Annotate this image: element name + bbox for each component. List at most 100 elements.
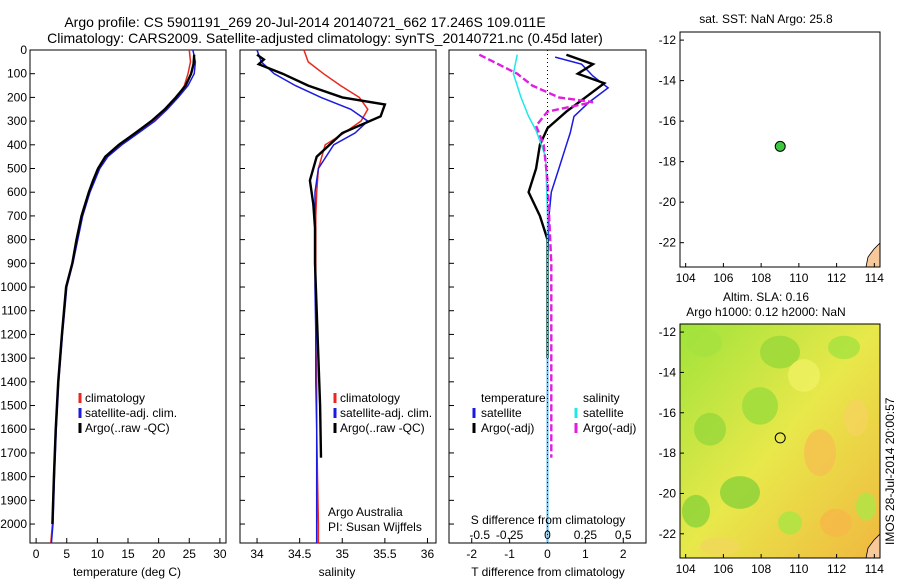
- sla_map-xtick-label: 110: [789, 562, 808, 576]
- difference-xtick-label: -2: [466, 547, 477, 561]
- salinity-xtick-label: 35: [336, 547, 350, 561]
- temperature-ytick-label: 500: [7, 162, 27, 176]
- sla-heatmap-cell: [720, 476, 760, 509]
- salinity-series-line: [256, 49, 369, 543]
- salinity-xtick-label: 34: [250, 547, 264, 561]
- temperature-series-line: [50, 49, 197, 544]
- temperature-ytick-label: 400: [7, 138, 27, 152]
- sst_map-xtick-label: 104: [676, 271, 696, 285]
- salinity-series-line: [303, 49, 369, 543]
- salinity-legend-label: satellite-adj. clim.: [340, 406, 432, 420]
- temperature-ytick-label: 1400: [0, 375, 27, 389]
- difference-top-tick-label: -0.5: [469, 528, 490, 542]
- sst_map-ytick-label: -22: [659, 236, 677, 250]
- temperature-ytick-label: 900: [7, 256, 27, 270]
- temperature-xlabel: temperature (deg C): [73, 565, 181, 579]
- sst_map-ytick-label: -16: [659, 114, 677, 128]
- difference-xtick-label: -1: [504, 547, 515, 561]
- title-line-2: Climatology: CARS2009. Satellite-adjuste…: [47, 30, 603, 46]
- sla-map-panel: 104 106 108 110 112 114 -12 -14 -16 -18 -20 -22: [659, 323, 884, 576]
- difference-top-tick-label: 0.5: [615, 528, 632, 542]
- sst_map-xtick-label: 114: [865, 271, 884, 285]
- difference-legend-label: Argo(-adj): [583, 421, 636, 435]
- sla_map-ytick-label: -12: [659, 325, 677, 339]
- difference-legend-label: satellite: [583, 406, 624, 420]
- sla-heatmap-cell: [700, 536, 740, 556]
- sla_map-xtick-label: 104: [676, 562, 696, 576]
- sla_map-ytick-label: -18: [659, 446, 677, 460]
- temperature-ytick-label: 200: [7, 90, 27, 104]
- difference-series-line: [512, 54, 549, 543]
- salinity-xtick-label: 35.5: [373, 547, 397, 561]
- temperature-series-line: [51, 54, 196, 525]
- sla_map-ytick-label: -14: [659, 365, 677, 379]
- sla-heatmap-cell: [686, 328, 722, 357]
- sst_map-xtick-label: 110: [789, 271, 808, 285]
- sla-map-title-1: Altim. SLA: 0.16: [723, 290, 809, 304]
- sla_map-xtick-label: 108: [751, 562, 771, 576]
- temperature-xtick-label: 20: [152, 547, 166, 561]
- sla-map-title-2: Argo h1000: 0.12 h2000: NaN: [686, 305, 845, 319]
- temperature-ytick-label: 1900: [0, 493, 27, 507]
- sla-heatmap-cell: [820, 508, 852, 537]
- sst_map-ytick-label: -12: [659, 33, 677, 47]
- sla_map-frame: [679, 323, 881, 559]
- salinity-xlabel: salinity: [319, 565, 356, 579]
- sla_map-xtick-label: 114: [865, 562, 884, 576]
- sst_map-xtick-label: 108: [751, 271, 771, 285]
- difference-series-line: [546, 56, 610, 543]
- sla-heatmap-cell: [804, 429, 836, 477]
- sla-heatmap-cell: [778, 511, 802, 535]
- temperature-ytick-label: 1000: [0, 280, 27, 294]
- sla-heatmap-cell: [856, 492, 876, 521]
- difference-series-line: [527, 53, 607, 359]
- difference-xlabel-top: S difference from climatology: [471, 513, 626, 527]
- temperature-ytick-label: 1500: [0, 399, 27, 413]
- temperature-xtick-label: 10: [91, 547, 105, 561]
- difference-legend-label: satellite: [481, 406, 522, 420]
- difference-xtick-label: 1: [582, 547, 589, 561]
- sla-heatmap-cell: [828, 335, 860, 360]
- sla_map-ytick-label: -20: [659, 486, 677, 500]
- sst_map-ytick-label: -20: [659, 195, 677, 209]
- sla_map-xtick-label: 112: [827, 562, 846, 576]
- temperature-xtick-label: 0: [33, 547, 40, 561]
- title-line-1: Argo profile: CS 5901191_269 20-Jul-2014…: [64, 14, 545, 30]
- difference-legend-label: Argo(-adj): [481, 421, 534, 435]
- temperature-ytick-label: 0: [20, 43, 27, 57]
- temperature-frame: [29, 49, 227, 544]
- temperature-legend-label: satellite-adj. clim.: [85, 406, 177, 420]
- salinity-legend-label: climatology: [340, 391, 400, 405]
- temperature-ytick-label: 1800: [0, 470, 27, 484]
- sla-heatmap-cell: [694, 412, 726, 446]
- salinity-frame: [239, 49, 437, 544]
- salinity-legend-label: Argo(..raw -QC): [340, 421, 425, 435]
- credit-line-2: PI: Susan Wijffels: [328, 520, 422, 534]
- temperature-ytick-label: 1200: [0, 327, 27, 341]
- sla-heatmap-cell: [682, 494, 710, 528]
- side-stamp: IMOS 28-Jul-2014 20:00:57: [883, 397, 897, 545]
- temperature-legend-label: climatology: [85, 391, 145, 405]
- temperature-ytick-label: 700: [7, 209, 27, 223]
- temperature-ytick-label: 2000: [0, 517, 27, 531]
- sst_map-land-coast: [865, 242, 881, 268]
- sst_map-frame: [679, 31, 881, 268]
- difference-xtick-label: 2: [620, 547, 627, 561]
- sst-argo-location-marker: [774, 140, 786, 152]
- sla_map-xtick-label: 106: [713, 562, 733, 576]
- sla-argo-location-marker: [774, 432, 786, 444]
- temperature-ytick-label: 100: [7, 67, 27, 81]
- temperature-ytick-label: 1300: [0, 351, 27, 365]
- temperature-ytick-label: 1600: [0, 422, 27, 436]
- temperature-legend-label: Argo(..raw -QC): [85, 421, 170, 435]
- sla-heatmap-cell: [760, 335, 800, 369]
- salinity-series-line: [256, 53, 387, 458]
- temperature-ytick-label: 300: [7, 114, 27, 128]
- sla_map-ytick-label: -22: [659, 527, 677, 541]
- difference-legend-title-s: salinity: [583, 391, 620, 405]
- temperature-xtick-label: 30: [213, 547, 227, 561]
- difference-panel: -2 -1 0 1 2 -0.5 -0.25 0 0.25 0.5 temperature salin…: [448, 49, 647, 561]
- salinity-panel: 34 34.5 35 35.5 36 climatologysatellite-adj. …: [239, 49, 437, 561]
- difference-series-line: [478, 53, 594, 458]
- sst_map-ytick-label: -14: [659, 74, 677, 88]
